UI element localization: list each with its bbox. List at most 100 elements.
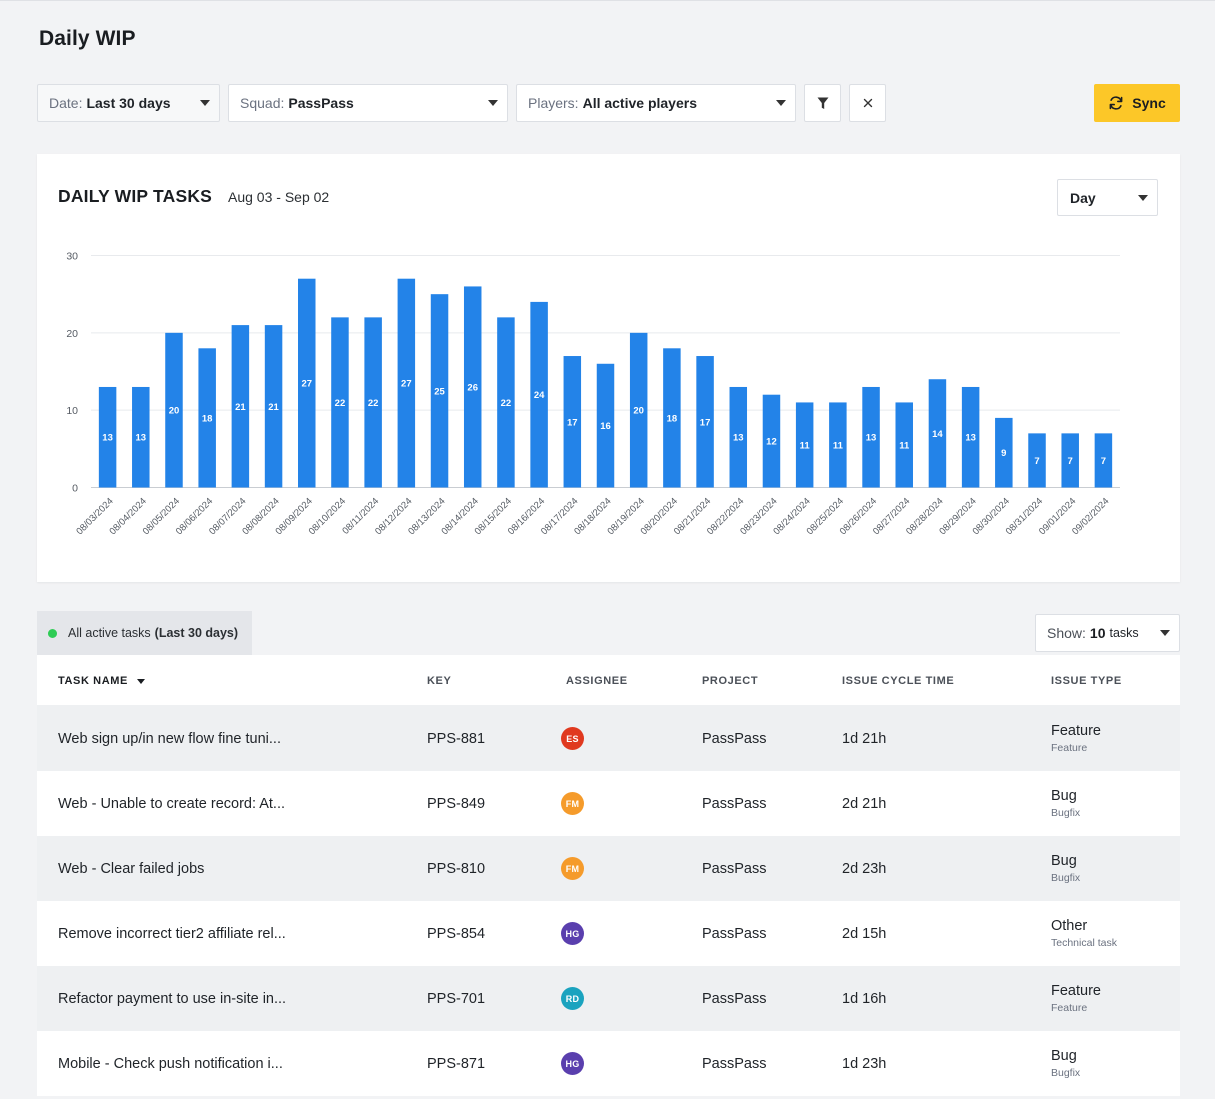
status-dot — [48, 628, 57, 638]
task-key[interactable]: PPS-871 — [427, 1055, 486, 1072]
daily-wip-bar-chart: 01020301308/03/20241308/04/20242008/05/2… — [66, 251, 1120, 537]
y-tick-label: 30 — [66, 251, 78, 263]
bar — [829, 402, 847, 488]
bar-value-label: 11 — [800, 440, 811, 451]
issue-type-cell: Other Technical task — [1051, 901, 1117, 966]
active-tasks-period: (Last 30 days) — [154, 626, 239, 640]
bar — [331, 317, 349, 488]
bar-value-label: 7 — [1034, 456, 1039, 467]
date-filter-dropdown[interactable]: Date: Last 30 days — [37, 84, 220, 122]
issue-type-cell: Bug Bugfix — [1051, 836, 1080, 901]
issue-type-cell: Feature Feature — [1051, 966, 1101, 1031]
bar-value-label: 22 — [501, 398, 512, 409]
task-key[interactable]: PPS-849 — [427, 795, 486, 812]
avatar[interactable]: FM — [561, 792, 584, 815]
column-header-key[interactable]: KEY — [427, 675, 452, 687]
task-project: PassPass — [702, 990, 767, 1007]
bar — [961, 386, 980, 488]
filter-icon — [817, 97, 828, 109]
bar — [629, 332, 648, 488]
bar-value-label: 14 — [932, 429, 943, 440]
table-row[interactable]: Web sign up/in new flow fine tuni... PPS-… — [37, 706, 1180, 771]
column-header-task-name[interactable]: TASK NAME — [58, 675, 145, 687]
bar-value-label: 11 — [833, 440, 844, 451]
column-header-assignee[interactable]: ASSIGNEE — [566, 675, 628, 687]
bar — [132, 386, 150, 488]
column-header-label: TASK NAME — [58, 675, 128, 687]
task-key[interactable]: PPS-810 — [427, 860, 486, 877]
task-key[interactable]: PPS-701 — [427, 990, 486, 1007]
bar — [198, 348, 216, 488]
close-icon — [863, 98, 872, 108]
show-unit: tasks — [1109, 626, 1139, 640]
bar — [795, 402, 814, 488]
task-name[interactable]: Mobile - Check push notification i... — [58, 1055, 283, 1072]
table-row[interactable]: Web - Clear failed jobs PPS-810 FM PassPass… — [37, 836, 1180, 901]
bar — [995, 417, 1013, 488]
assignee-cell: HG — [561, 1031, 584, 1096]
bar-value-label: 27 — [301, 379, 312, 390]
bar-value-label: 20 — [169, 406, 180, 417]
granularity-value: Day — [1070, 189, 1096, 206]
column-header-project[interactable]: PROJECT — [702, 675, 759, 687]
granularity-dropdown[interactable]: Day — [1057, 179, 1158, 216]
task-key[interactable]: PPS-881 — [427, 730, 486, 747]
issue-type-cell: Feature Feature — [1051, 706, 1101, 771]
bar — [762, 394, 781, 488]
y-tick-label: 0 — [72, 483, 78, 495]
task-cycle-time: 1d 21h — [842, 730, 887, 747]
bar-value-label: 17 — [567, 417, 578, 428]
show-count-dropdown[interactable]: Show: 10 tasks — [1035, 614, 1180, 652]
squad-filter-dropdown[interactable]: Squad: PassPass — [228, 84, 508, 122]
column-header-issue-type[interactable]: ISSUE TYPE — [1051, 675, 1122, 687]
task-project: PassPass — [702, 1055, 767, 1072]
bar — [696, 356, 714, 488]
bar-value-label: 13 — [102, 433, 113, 444]
sync-button[interactable]: Sync — [1094, 84, 1180, 122]
bar-value-label: 13 — [965, 433, 976, 444]
task-project: PassPass — [702, 730, 767, 747]
bar — [663, 348, 681, 488]
bar-value-label: 9 — [1001, 448, 1006, 459]
avatar[interactable]: HG — [561, 922, 584, 945]
bar — [1061, 433, 1079, 488]
table-row[interactable]: Mobile - Check push notification i... PPS… — [37, 1031, 1180, 1096]
players-filter-dropdown[interactable]: Players: All active players — [516, 84, 796, 122]
table-body: Web sign up/in new flow fine tuni... PPS-… — [37, 706, 1180, 1096]
tasks-table: TASK NAME KEY ASSIGNEE PROJECT ISSUE CYC… — [37, 655, 1180, 1096]
column-header-cycle-time[interactable]: ISSUE CYCLE TIME — [842, 675, 955, 687]
active-tasks-tab[interactable]: All active tasks (Last 30 days) — [37, 611, 252, 655]
avatar[interactable]: ES — [561, 727, 584, 750]
refresh-icon — [1109, 96, 1123, 110]
table-row[interactable]: Refactor payment to use in-site in... PPS… — [37, 966, 1180, 1031]
clear-filters-button[interactable] — [849, 84, 886, 122]
bar-value-label: 13 — [733, 433, 744, 444]
avatar[interactable]: HG — [561, 1052, 584, 1075]
task-name[interactable]: Remove incorrect tier2 affiliate rel... — [58, 925, 286, 942]
task-key[interactable]: PPS-854 — [427, 925, 486, 942]
bar-value-label: 17 — [700, 417, 711, 428]
squad-filter-value: PassPass — [288, 95, 354, 111]
task-cycle-time: 2d 21h — [842, 795, 887, 812]
task-project: PassPass — [702, 860, 767, 877]
table-row[interactable]: Web - Unable to create record: At... PPS-… — [37, 771, 1180, 836]
bar-value-label: 12 — [766, 437, 777, 448]
task-name[interactable]: Web - Clear failed jobs — [58, 860, 205, 877]
bar — [729, 386, 748, 488]
task-cycle-time: 1d 16h — [842, 990, 887, 1007]
bar-value-label: 16 — [600, 421, 611, 432]
bar-value-label: 26 — [467, 382, 478, 393]
task-name[interactable]: Web sign up/in new flow fine tuni... — [58, 730, 281, 747]
bar — [397, 278, 416, 488]
table-row[interactable]: Remove incorrect tier2 affiliate rel... P… — [37, 901, 1180, 966]
issue-subtype: Bugfix — [1051, 1067, 1081, 1079]
table-header: TASK NAME KEY ASSIGNEE PROJECT ISSUE CYC… — [37, 655, 1180, 706]
filter-button[interactable] — [804, 84, 841, 122]
issue-type-cell: Bug Bugfix — [1051, 1031, 1080, 1096]
task-name[interactable]: Web - Unable to create record: At... — [58, 795, 286, 812]
bar-value-label: 24 — [534, 390, 545, 401]
task-name[interactable]: Refactor payment to use in-site in... — [58, 990, 287, 1007]
avatar[interactable]: RD — [561, 987, 584, 1010]
avatar[interactable]: FM — [561, 857, 584, 880]
bar — [463, 286, 482, 488]
